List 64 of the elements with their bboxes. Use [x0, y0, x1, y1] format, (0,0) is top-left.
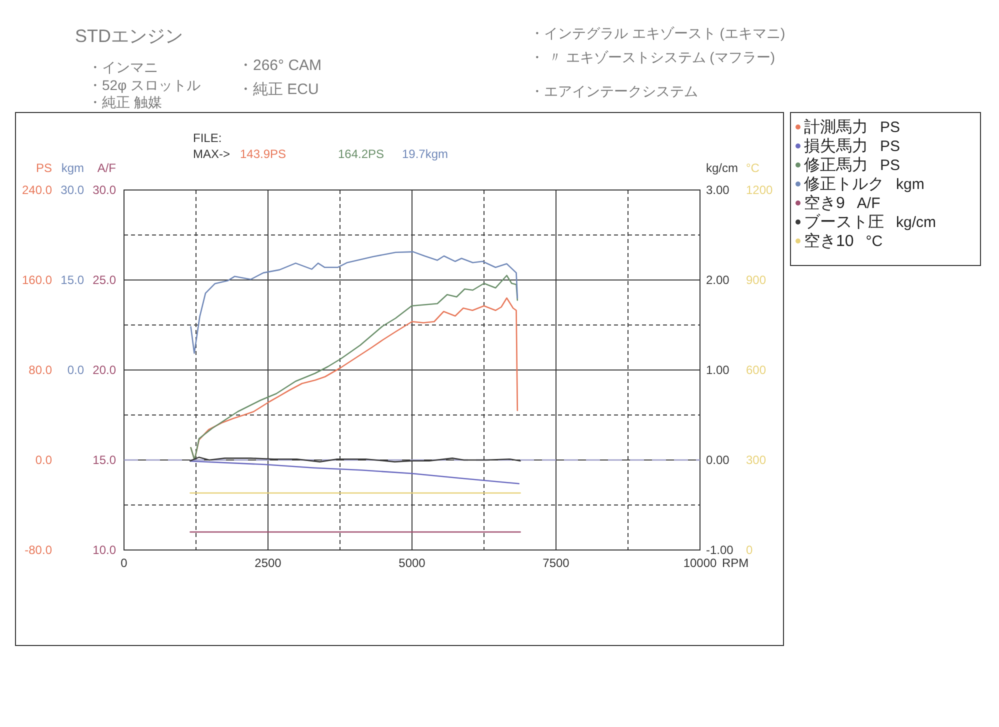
- y3-tick-label: 20.0: [92, 363, 116, 377]
- y-axis-title: PS: [36, 161, 52, 175]
- text: ・インテグラル エキゾースト (エキマニ): [530, 25, 786, 41]
- text: PS: [880, 138, 900, 155]
- line-series: [190, 251, 518, 354]
- text: A/F: [856, 195, 880, 212]
- legend-label: ブースト圧: [804, 213, 884, 231]
- text: ・純正 触媒: [88, 94, 162, 110]
- text: ・266° CAM: [238, 57, 322, 74]
- line-series: [190, 460, 520, 484]
- text: MAX->: [193, 147, 230, 161]
- y3-tick-label: 10.0: [92, 543, 116, 557]
- y-axis-title: kg/cm: [706, 161, 738, 175]
- y-axis-title: °C: [746, 161, 760, 175]
- y-tick-label: 80.0: [28, 363, 52, 377]
- y3-axis-title: A/F: [97, 161, 116, 175]
- x-axis-title: RPM: [722, 556, 749, 570]
- text: ・インマニ: [88, 59, 158, 75]
- text: 164.2PS: [338, 147, 384, 161]
- y-tick-label: 0: [746, 543, 753, 557]
- y-tick-label: 1200: [746, 183, 774, 197]
- y-tick-label: 2.00: [706, 273, 730, 287]
- legend-label: 空き10: [804, 232, 854, 250]
- y2-axis-title: kgm: [61, 161, 84, 175]
- y-tick-label: 0.0: [35, 453, 52, 467]
- y3-tick-label: 25.0: [92, 273, 116, 287]
- x-tick-label: 0: [120, 556, 128, 570]
- x-tick-label: 7500: [542, 556, 570, 570]
- text: ・52φ スロットル: [88, 77, 201, 93]
- y-tick-label: -1.00: [706, 543, 734, 557]
- text: kgm: [896, 176, 924, 193]
- y2-tick-label: 0.0: [67, 363, 84, 377]
- text: °C: [866, 233, 883, 250]
- text: PS: [880, 157, 900, 174]
- text: ・ 〃 エキゾーストシステム (マフラー): [530, 49, 775, 65]
- y-tick-label: 900: [746, 273, 766, 287]
- x-tick-label: 2500: [254, 556, 282, 570]
- y-tick-label: 1.00: [706, 363, 730, 377]
- text: ・純正 ECU: [238, 81, 319, 98]
- y-tick-label: 240.0: [22, 183, 52, 197]
- text: 143.9PS: [240, 147, 286, 161]
- text: ・エアインテークシステム: [530, 83, 698, 99]
- y-tick-label: 0.00: [706, 453, 730, 467]
- legend-label: 修正トルク: [804, 176, 884, 193]
- legend-label: 空き9: [804, 194, 845, 212]
- y-tick-label: 600: [746, 363, 766, 377]
- y2-tick-label: 30.0: [60, 183, 84, 197]
- legend-label: 計測馬力: [804, 118, 868, 136]
- text: kg/cm: [896, 214, 936, 231]
- y3-tick-label: 15.0: [92, 453, 116, 467]
- text: STDエンジン: [75, 26, 183, 46]
- y-tick-label: -80.0: [24, 543, 52, 557]
- legend-label: 損失馬力: [804, 137, 868, 155]
- y-tick-label: 300: [746, 453, 766, 467]
- y-tick-label: 160.0: [22, 273, 52, 287]
- y2-tick-label: 15.0: [60, 273, 84, 287]
- y3-tick-label: 30.0: [92, 183, 116, 197]
- legend-label: 修正馬力: [804, 156, 868, 174]
- text: PS: [880, 119, 900, 136]
- x-tick-label: 10000: [683, 556, 718, 570]
- y-tick-label: 3.00: [706, 183, 730, 197]
- text: 19.7kgm: [402, 147, 448, 161]
- text: FILE:: [193, 131, 222, 145]
- x-tick-label: 5000: [398, 556, 426, 570]
